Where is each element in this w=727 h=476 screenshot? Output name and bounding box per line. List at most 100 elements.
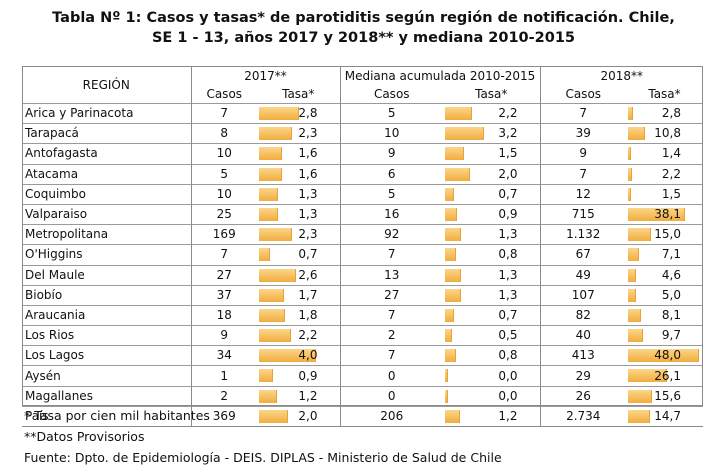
group-header-2017: 2017** <box>191 66 341 85</box>
tasa-mediana-cell: 0,5 <box>443 325 541 346</box>
table-row: Araucania 18 1,8 7 0,7 82 8,1 <box>22 304 703 326</box>
rate-value: 1,4 <box>661 146 681 161</box>
casos-2017-cell: 25 <box>191 203 257 225</box>
rate-bar <box>445 409 461 423</box>
casos-2017-cell: 8 <box>191 123 257 144</box>
casos-header-2018: Casos <box>565 87 602 101</box>
region-cell: Tarapacá <box>22 123 192 144</box>
casos-mediana-cell: 6 <box>340 163 443 185</box>
region-cell: Del Maule <box>22 264 192 286</box>
casos-mediana-cell: 5 <box>340 183 443 205</box>
tasa-mediana-cell: 1,3 <box>443 264 541 286</box>
rate-value: 0,0 <box>498 388 518 403</box>
rate-bar <box>259 349 316 363</box>
rate-bar <box>259 409 288 423</box>
rate-value: 8,1 <box>661 307 681 322</box>
casos-mediana-cell: 0 <box>340 365 443 387</box>
tasa-2018-cell: 5,0 <box>626 284 703 306</box>
tasa-2017-cell: 2,3 <box>257 123 341 144</box>
tasa-2018-cell: 2,2 <box>626 163 703 185</box>
region-cell: Antofagasta <box>22 143 192 165</box>
rate-value: 0,0 <box>498 368 518 383</box>
casos-2017-cell: 169 <box>191 224 257 245</box>
rate-bar <box>628 187 632 201</box>
casos-2018-cell: 12 <box>540 183 626 205</box>
rate-value: 10,8 <box>654 126 681 141</box>
table-row: Atacama 5 1,6 6 2,0 7 2,2 <box>22 163 703 185</box>
casos-2018-cell: 29 <box>540 365 626 387</box>
table-row: Magallanes 2 1,2 0 0,0 26 15,6 <box>22 385 703 407</box>
region-cell: Coquimbo <box>22 183 192 205</box>
casos-mediana-cell: 92 <box>340 224 443 245</box>
rate-value: 1,2 <box>498 408 518 423</box>
table-row: Antofagasta 10 1,6 9 1,5 9 1,4 <box>22 143 703 165</box>
rate-value: 2,3 <box>298 126 318 141</box>
rate-value: 4,0 <box>298 348 318 363</box>
header-row-groups: REGIÓN 2017** Mediana acumulada 2010-201… <box>22 66 703 104</box>
rate-bar <box>628 228 651 242</box>
title-line-2: SE 1 - 13, años 2017 y 2018** y mediana … <box>151 30 576 46</box>
tasa-mediana-cell: 0,8 <box>443 244 541 265</box>
rate-value: 2,0 <box>498 166 518 181</box>
tasa-2018-cell: 15,6 <box>626 385 703 407</box>
table-title: Tabla Nº 1: Casos y tasas* de parotiditi… <box>0 8 727 48</box>
tasa-2017-cell: 2,8 <box>257 102 341 124</box>
tasa-2018-cell: 9,7 <box>626 325 703 346</box>
casos-mediana-cell: 7 <box>340 244 443 265</box>
tasa-header-mediana: Tasa* <box>443 85 541 104</box>
rate-bar <box>445 147 464 161</box>
rate-bar <box>628 349 699 363</box>
title-line-1: Tabla Nº 1: Casos y tasas* de parotiditi… <box>52 10 675 26</box>
rate-value: 2,8 <box>661 106 681 121</box>
rate-bar <box>259 107 300 120</box>
tasa-2018-cell: 15,0 <box>626 224 703 245</box>
rate-bar <box>259 329 291 343</box>
rate-value: 48,0 <box>654 348 681 363</box>
group-header-2018: 2018** <box>540 66 703 85</box>
tasa-2017-cell: 1,6 <box>257 143 341 165</box>
tasa-2018-cell: 2,8 <box>626 102 703 124</box>
rate-bar <box>259 288 284 302</box>
rate-value: 2,8 <box>298 106 318 121</box>
region-cell: Atacama <box>22 163 192 185</box>
tasa-2017-cell: 2,2 <box>257 325 341 346</box>
rate-value: 1,3 <box>498 267 518 282</box>
tasa-mediana-cell: 1,3 <box>443 284 541 306</box>
casos-mediana-cell: 27 <box>340 284 443 306</box>
casos-2017-cell: 5 <box>191 163 257 185</box>
casos-2017-cell: 37 <box>191 284 257 306</box>
tasa-header-2018: Tasa* <box>648 87 681 101</box>
rate-bar <box>628 167 633 181</box>
casos-2018-cell: 2.734 <box>540 405 626 428</box>
rate-bar <box>445 127 484 141</box>
rate-value: 9,7 <box>661 328 681 343</box>
rate-value: 1,3 <box>498 227 518 242</box>
tasa-mediana-cell: 2,2 <box>443 102 541 124</box>
region-header: REGIÓN <box>22 66 192 104</box>
tasa-2017-cell: 0,9 <box>257 365 341 387</box>
data-table: REGIÓN 2017** Mediana acumulada 2010-201… <box>22 66 703 428</box>
tasa-mediana-cell: 1,3 <box>443 224 541 245</box>
tasa-2017-cell: 1,3 <box>257 203 341 225</box>
tasa-2018-cell: 10,8 <box>626 123 703 144</box>
rate-bar <box>259 308 286 322</box>
tasa-2017-cell: 1,6 <box>257 163 341 185</box>
rate-bar <box>259 369 273 383</box>
footnote-fuente: Fuente: Dpto. de Epidemiología - DEIS. D… <box>24 450 502 465</box>
rate-bar <box>445 107 473 120</box>
tasa-mediana-cell: 0,7 <box>443 304 541 326</box>
casos-2017-cell: 1 <box>191 365 257 387</box>
rate-value: 3,2 <box>498 126 518 141</box>
rate-value: 0,7 <box>498 307 518 322</box>
casos-2017-cell: 9 <box>191 325 257 346</box>
region-cell: Los Lagos <box>22 345 192 366</box>
casos-2017-cell: 10 <box>191 183 257 205</box>
rate-value: 5,0 <box>661 287 681 302</box>
rate-value: 1,5 <box>498 146 518 161</box>
rate-value: 7,1 <box>661 247 681 262</box>
rate-bar <box>628 207 685 221</box>
table-row: Coquimbo 10 1,3 5 0,7 12 1,5 <box>22 183 703 205</box>
group-header-mediana: Mediana acumulada 2010-2015 <box>340 66 541 85</box>
rate-value: 15,0 <box>654 227 681 242</box>
rate-value: 0,7 <box>498 186 518 201</box>
